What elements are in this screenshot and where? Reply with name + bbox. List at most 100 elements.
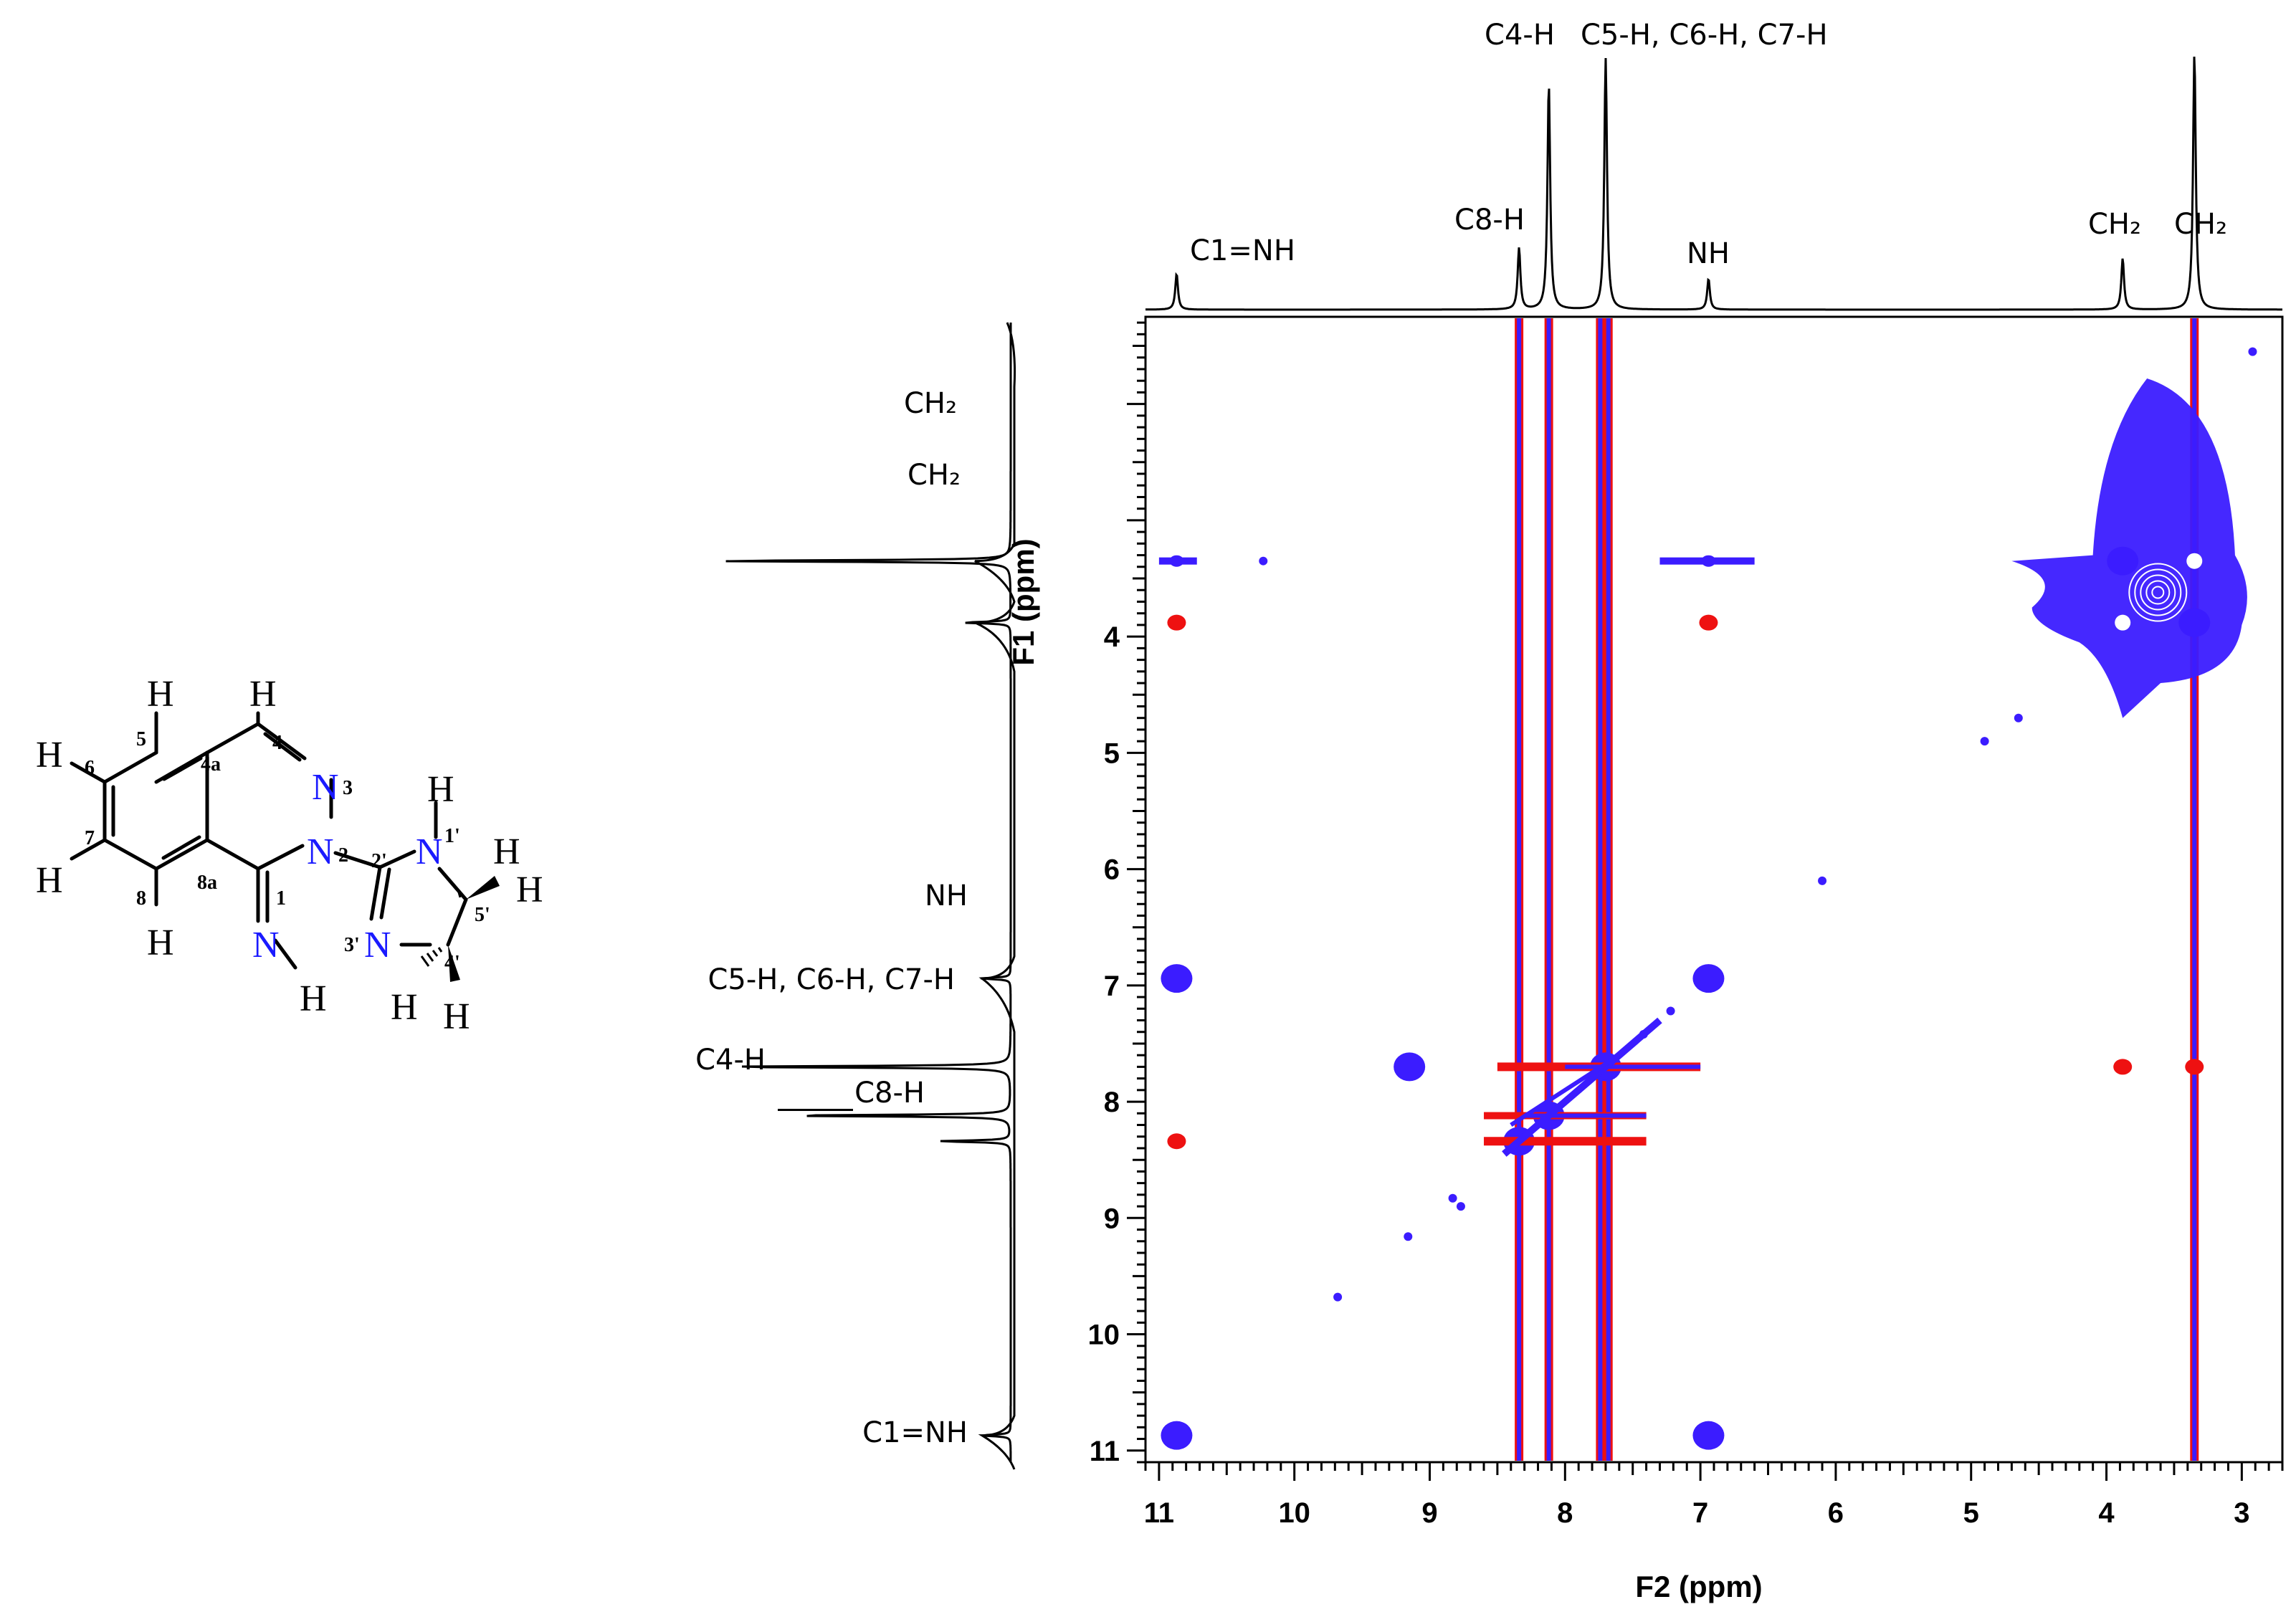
row-streak-aromatic [1484,1137,1647,1146]
scatter-point [2014,713,2023,722]
x-tick-label: 6 [1828,1497,1844,1529]
scatter-point [1818,876,1827,885]
cross-peak [2107,546,2139,576]
cross-peak [1161,964,1193,993]
top-peak-label: NH [1687,237,1730,270]
cross-peak [2185,1059,2204,1075]
atom-H-c5: H [147,674,174,715]
top-peak-label: C5-H, C6-H, C7-H [1581,19,1828,52]
nmr-2d-chart: 11 10 9 8 7 6 5 4 3 4 5 6 7 8 9 10 11 F2 (ppm) F1 (ppm)… [695,19,2284,1603]
t1-column-blue [1606,318,1611,1461]
left-integral-curve [974,322,1016,1470]
ch2-contour [2134,568,2182,616]
x-axis-ticks: 11 10 9 8 7 6 5 4 3 [1144,1462,2284,1529]
atom-N2: N [307,831,334,872]
x-tick-label: 8 [1557,1497,1573,1529]
t1-column-blue [1546,318,1551,1461]
ch2-contour-hole [2186,553,2203,569]
left-peak-label: C4-H [695,1044,766,1077]
y-axis-ticks: 4 5 6 7 8 9 10 11 [1088,321,1145,1467]
x-tick-label: 9 [1421,1497,1437,1529]
locant-5: 5 [136,728,146,750]
molecule-atoms: N N N N N H H H H H H H H H H H [36,674,543,1037]
scatter-point [1333,1292,1343,1302]
molecule-structure: N N N N N H H H H H H H H H H H 1 2 3 4 … [36,674,543,1037]
locant-3: 3 [343,777,353,799]
locant-3p: 3' [344,934,360,956]
atom-H-c7: H [36,860,63,901]
top-peak-label: CH₂ [2174,208,2227,241]
row-streak-aromatic [1524,1113,1647,1118]
locant-8a: 8a [197,872,217,894]
diagonal-peak [1692,964,1725,993]
y-tick-label: 4 [1104,621,1120,653]
y-tick-label: 9 [1104,1203,1120,1234]
cross-peak [2113,1059,2133,1075]
x-tick-label: 10 [1278,1497,1310,1529]
top-1d-spectrum [1145,57,2282,311]
ch2-contour-hole [2115,614,2131,631]
scatter-point [1639,1029,1648,1039]
atom-H-5p-a: H [493,831,520,872]
scatter-point [1666,1006,1675,1016]
y-tick-label: 11 [1090,1436,1120,1467]
molecule-locants: 1 2 3 4 4a 5 6 7 8 8a 1' 2' 3' 4' 5' [85,728,490,974]
diagonal-peak [1161,1421,1193,1450]
x-tick-label: 3 [2234,1497,2249,1529]
ch2-contour [2128,563,2188,622]
locant-6: 6 [85,757,95,779]
ch2-contour [2151,586,2165,599]
t1-column-blue [2192,318,2197,1461]
ch2-contour [2140,574,2176,611]
scatter-point [1980,737,1989,746]
left-spectrum-integral-curve [974,322,1016,1470]
left-peak-label: NH [925,879,968,912]
top-peak-label: C1=NH [1190,234,1295,267]
molecule-wedges [448,876,500,982]
locant-4: 4 [272,732,282,754]
atom-H-c6: H [36,735,63,776]
t1-column-blue [1517,318,1522,1461]
y-axis-label: F1 (ppm) [1006,538,1040,665]
x-tick-label: 11 [1144,1497,1174,1529]
t1-column-blue [1598,318,1603,1461]
left-peak-label: CH₂ [908,459,961,492]
top-peak-label: C4-H [1485,19,1555,52]
cross-peak [2178,608,2211,637]
molecule-bonds [70,711,468,970]
locant-2: 2 [338,844,348,867]
atom-H-c8: H [147,922,174,963]
scatter-point [2248,347,2257,356]
top-peak-label: C8-H [1454,204,1525,237]
left-peak-label: C5-H, C6-H, C7-H [708,963,955,996]
scatter-point [1448,1193,1457,1203]
row-streak-aromatic [1565,1064,1701,1069]
x-tick-label: 4 [2098,1497,2115,1529]
atom-N1p: N [416,831,443,872]
cross-peak [1699,614,1718,631]
top-peak-labels: C1=NH C8-H C4-H C5-H, C6-H, C7-H NH CH₂ CH₂ [1190,19,2227,270]
atom-H-c4: H [249,674,277,715]
atom-H-n1p: H [427,769,454,810]
x-axis-label: F2 (ppm) [1635,1570,1762,1603]
left-peak-label: CH₂ [904,387,957,420]
locant-7: 7 [85,827,95,849]
y-tick-label: 5 [1104,738,1120,769]
y-tick-label: 8 [1104,1087,1120,1118]
left-peak-labels: CH₂ CH₂ NH C5-H, C6-H, C7-H C4-H C8-H C1=NH [695,387,968,1449]
scatter-points [1259,347,2257,1302]
left-peak-label: C8-H [854,1077,925,1110]
left-peak-label: C1=NH [862,1416,968,1449]
locant-4a: 4a [201,753,221,776]
locant-8: 8 [136,887,146,910]
locant-1: 1 [276,887,286,910]
cross-peak [1394,1052,1426,1082]
atom-N-imine: N [252,925,280,965]
cross-peak [1701,555,1716,567]
scatter-point [1404,1232,1413,1241]
locant-4p: 4' [444,952,460,974]
atom-H-imine: H [300,978,327,1019]
x-tick-label: 5 [1963,1497,1979,1529]
atom-N3: N [312,767,339,808]
